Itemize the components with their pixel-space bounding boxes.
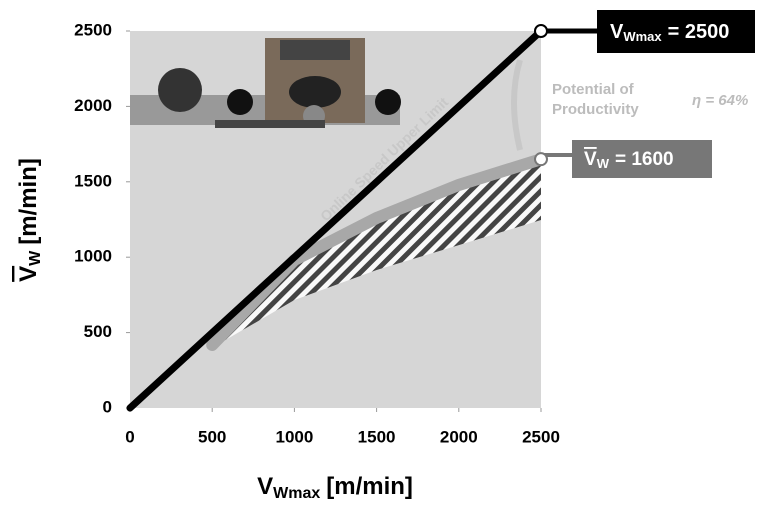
end-marker: [534, 24, 548, 38]
end-marker: [534, 152, 548, 167]
eta-annotation: η = 64%: [692, 92, 748, 109]
y-tick-label: 2500: [74, 20, 112, 39]
callout-mean: VW = 1600: [584, 149, 674, 171]
machine-illustration: [130, 38, 401, 128]
potential-arrow: [511, 59, 523, 151]
y-tick-label: 500: [84, 322, 112, 341]
x-tick-label: 0: [125, 427, 134, 446]
y-tick-label: 0: [103, 397, 112, 416]
y-tick-label: 1500: [74, 171, 112, 190]
x-axis-label: VWmax [m/min]: [257, 473, 413, 502]
x-tick-label: 500: [198, 427, 226, 446]
x-tick-label: 1000: [275, 427, 313, 446]
mean-speed-curve: [206, 153, 547, 351]
y-tick-label: 2000: [74, 96, 112, 115]
x-tick-label: 2000: [440, 427, 478, 446]
x-tick-label: 2500: [522, 427, 560, 446]
y-tick-label: 1000: [74, 247, 112, 266]
hatched-band: [212, 159, 541, 348]
potential-annotation: Productivity: [552, 101, 639, 118]
callout-max: VWmax = 2500: [610, 21, 729, 44]
callout-mean-box: [572, 140, 712, 178]
callout-max-box: [597, 10, 755, 53]
max-speed-line: [126, 27, 545, 412]
potential-annotation: Potential of: [552, 81, 635, 98]
x-tick-label: 1500: [358, 427, 396, 446]
y-axis-label: VW[m/min]: [15, 158, 44, 282]
